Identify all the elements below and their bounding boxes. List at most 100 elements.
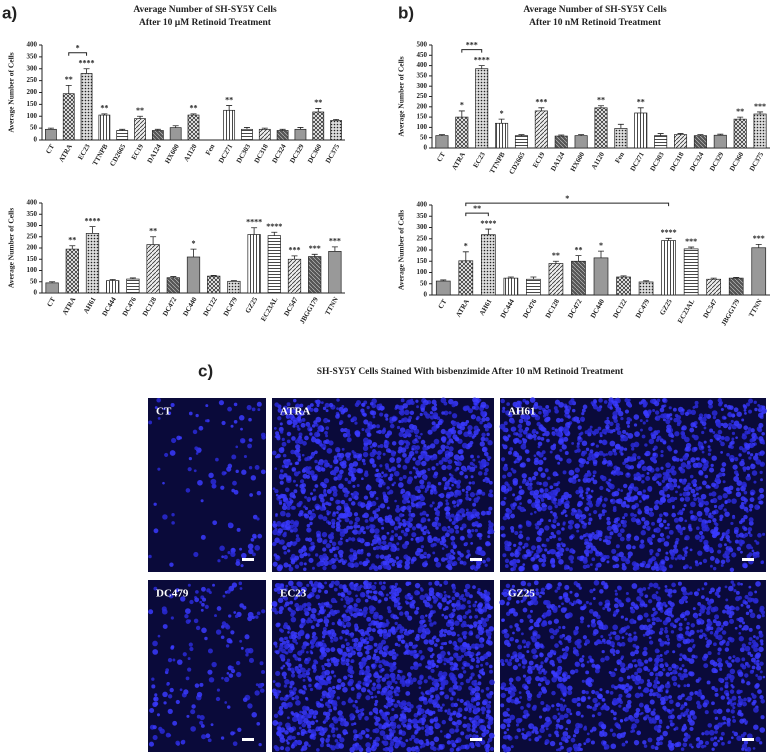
cell-nucleus <box>363 581 367 585</box>
cell-nucleus <box>405 739 408 742</box>
cell-nucleus <box>339 513 345 519</box>
y-tick-label: 0 <box>424 291 428 299</box>
cell-nucleus <box>659 523 664 528</box>
cell-nucleus <box>319 618 323 622</box>
cell-nucleus <box>755 459 761 465</box>
cell-nucleus <box>450 536 455 541</box>
cell-nucleus <box>462 523 467 528</box>
cell-nucleus <box>449 687 454 692</box>
cell-nucleus <box>366 734 369 737</box>
cell-nucleus <box>644 506 650 512</box>
cell-nucleus <box>637 456 641 460</box>
cell-nucleus <box>585 430 589 434</box>
cell-nucleus <box>245 653 248 656</box>
cell-nucleus <box>355 492 359 496</box>
cell-nucleus <box>557 462 560 465</box>
cell-nucleus <box>367 433 371 437</box>
cell-nucleus <box>451 403 455 407</box>
cell-nucleus <box>543 544 546 547</box>
cell-nucleus <box>306 527 311 532</box>
cell-nucleus <box>195 414 198 417</box>
cell-nucleus <box>581 497 584 500</box>
cell-nucleus <box>541 563 546 568</box>
cell-nucleus <box>348 498 352 502</box>
bar <box>595 108 607 148</box>
cell-nucleus <box>750 497 755 502</box>
significance-label: * <box>192 239 196 248</box>
cell-nucleus <box>352 704 355 707</box>
cell-nucleus <box>747 474 750 477</box>
cell-nucleus <box>275 434 280 439</box>
cell-nucleus <box>712 518 716 522</box>
cell-nucleus <box>309 456 312 459</box>
cell-nucleus <box>293 480 296 483</box>
cell-nucleus <box>258 743 261 746</box>
cell-nucleus <box>758 423 763 428</box>
cell-nucleus <box>734 470 738 474</box>
y-tick-label: 50 <box>420 133 428 141</box>
cell-nucleus <box>411 448 414 451</box>
cell-nucleus <box>643 489 646 492</box>
cell-nucleus <box>479 639 482 642</box>
cell-nucleus <box>645 476 650 481</box>
cell-nucleus <box>610 441 616 447</box>
cell-nucleus <box>421 461 426 466</box>
cell-nucleus <box>586 461 589 464</box>
cell-nucleus <box>416 523 421 528</box>
cell-nucleus <box>236 672 241 677</box>
cell-nucleus <box>207 670 212 675</box>
cell-nucleus <box>390 628 395 633</box>
cell-nucleus <box>664 541 670 547</box>
cell-nucleus <box>613 452 617 456</box>
cell-nucleus <box>181 740 185 744</box>
cell-nucleus <box>546 439 550 443</box>
cell-nucleus <box>430 695 434 699</box>
cell-nucleus <box>595 568 598 571</box>
error-bar <box>499 119 505 123</box>
cell-nucleus <box>277 711 280 714</box>
cell-nucleus <box>702 480 707 485</box>
cell-nucleus <box>324 581 327 584</box>
cell-nucleus <box>456 600 460 604</box>
cell-nucleus <box>541 437 545 441</box>
cell-nucleus <box>520 463 524 467</box>
cell-nucleus <box>328 604 332 608</box>
cell-nucleus <box>526 480 529 483</box>
cell-nucleus <box>472 585 476 589</box>
cell-nucleus <box>390 673 396 679</box>
cell-nucleus <box>543 411 548 416</box>
cell-nucleus <box>251 475 256 480</box>
cell-nucleus <box>402 453 407 458</box>
cell-nucleus <box>300 667 303 670</box>
cell-nucleus <box>355 403 359 407</box>
cell-nucleus <box>670 497 676 503</box>
cell-nucleus <box>392 417 397 422</box>
significance-label: *** <box>754 102 766 111</box>
cell-nucleus <box>466 493 469 496</box>
cell-nucleus <box>556 523 560 527</box>
cell-nucleus <box>440 677 443 680</box>
cell-nucleus <box>561 495 566 500</box>
cell-nucleus <box>565 514 568 517</box>
cell-nucleus <box>206 588 210 592</box>
cell-nucleus <box>406 582 410 586</box>
cell-nucleus <box>288 727 294 733</box>
cell-nucleus <box>371 585 376 590</box>
cell-nucleus <box>548 505 553 510</box>
cell-nucleus <box>678 510 683 515</box>
cell-nucleus <box>199 683 203 687</box>
cell-nucleus <box>477 652 481 656</box>
cell-nucleus <box>278 495 282 499</box>
cell-nucleus <box>421 726 424 729</box>
cell-nucleus <box>665 462 671 468</box>
cell-nucleus <box>310 642 313 645</box>
cell-nucleus <box>354 584 358 588</box>
cell-nucleus <box>732 516 735 519</box>
cell-nucleus <box>724 511 730 517</box>
cell-nucleus <box>465 735 470 740</box>
cell-nucleus <box>247 405 252 410</box>
cell-nucleus <box>294 695 299 700</box>
cell-nucleus <box>457 637 462 642</box>
cell-nucleus <box>519 531 522 534</box>
cell-nucleus <box>429 639 435 645</box>
